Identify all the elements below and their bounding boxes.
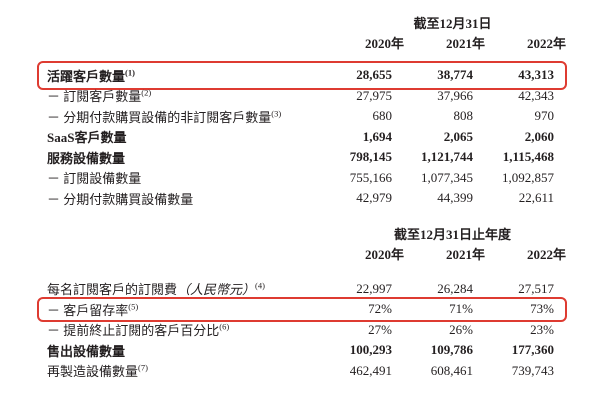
value-2020: 27% — [368, 321, 392, 337]
period-header-row: 截至12月31日止年度 — [47, 224, 554, 244]
subscription-sales-metrics-rows: 每名訂閱客戶的訂閱費（人民幣元）(4) 22,997 26,284 27,517… — [37, 279, 567, 382]
customer-device-metrics-rows: 活躍客戶數量(1) 28,655 38,774 43,313 － 訂閱客戶數量(… — [37, 61, 567, 209]
row-label: － 訂閱客戶數量(2) — [47, 86, 311, 105]
row-label-text: 每名訂閱客戶的訂閱費 — [47, 282, 178, 298]
year-column-2021: 2021年 — [445, 247, 485, 262]
value-2021: 44,399 — [437, 190, 473, 206]
value-2022: 970 — [534, 108, 555, 124]
footnote-superscript: (4) — [255, 280, 265, 291]
row-label: 活躍客戶數量(1) — [47, 66, 311, 85]
value-2021: 26,284 — [437, 280, 473, 296]
table-row: － 提前終止訂閱的客戶百分比(6) 27% 26% 23% — [47, 320, 554, 341]
table-row: 售出設備數量 100,293 109,786 177,360 — [47, 340, 554, 361]
table-row: SaaS客戶數量 1,694 2,065 2,060 — [47, 127, 554, 148]
value-2021: 808 — [453, 108, 474, 124]
row-label-text: － 訂閱客戶數量 — [47, 89, 142, 105]
row-label: 再製造設備數量(7) — [47, 361, 311, 380]
value-2020: 22,997 — [356, 280, 392, 296]
row-label: 售出設備數量 — [47, 341, 311, 360]
table-row: 每名訂閱客戶的訂閱費（人民幣元）(4) 22,997 26,284 27,517 — [47, 279, 554, 300]
footnote-superscript: (1) — [125, 67, 135, 78]
value-2020: 1,694 — [362, 128, 392, 144]
footnote-superscript: (5) — [128, 301, 139, 312]
value-2020: 755,166 — [349, 169, 392, 185]
value-2020: 680 — [372, 108, 393, 124]
value-2022: 177,360 — [511, 342, 554, 358]
value-2022: 27,517 — [518, 280, 554, 296]
value-2022: 43,313 — [518, 67, 554, 83]
row-label-text: 再製造設備數量 — [47, 364, 139, 380]
row-label: － 訂閱設備數量 — [47, 168, 311, 187]
value-2020: 798,145 — [349, 149, 392, 165]
table-row: － 分期付款購買設備的非訂閱客戶數量(3) 680 808 970 — [47, 106, 554, 127]
footnote-superscript: (7) — [138, 362, 148, 373]
table-row: － 訂閱客戶數量(2) 27,975 37,966 42,343 — [47, 86, 554, 107]
section-as-of-dec31: 截至12月31日 2020年 2021年 2022年 活躍客戶數量(1) 28,… — [37, 12, 567, 209]
value-2021: 2,065 — [443, 128, 473, 144]
row-label: SaaS客戶數量 — [47, 127, 311, 146]
value-2020: 28,655 — [356, 67, 392, 83]
value-2021: 26% — [449, 321, 473, 337]
row-label-text: － 客戶留存率 — [47, 302, 129, 318]
value-2022: 1,115,468 — [502, 149, 554, 165]
footnote-superscript: (6) — [219, 321, 230, 332]
row-label-text: － 分期付款購買設備數量 — [47, 191, 194, 207]
row-label-text: 活躍客戶數量 — [47, 68, 126, 84]
period-header: 截至12月31日 — [413, 15, 492, 31]
value-2022: 22,611 — [518, 190, 554, 206]
row-label: － 分期付款購買設備數量 — [47, 189, 311, 208]
value-2021: 1,077,345 — [421, 169, 473, 185]
year-column-2021: 2021年 — [445, 35, 485, 51]
table-row: 服務設備數量 798,145 1,121,744 1,115,468 — [47, 147, 554, 168]
value-2021: 1,121,744 — [421, 149, 473, 165]
row-label: － 提前終止訂閱的客戶百分比(6) — [47, 320, 311, 339]
value-2021: 109,786 — [430, 342, 473, 358]
row-label-text: SaaS客戶數量 — [47, 130, 127, 146]
value-2022: 1,092,857 — [502, 169, 554, 185]
value-2020: 27,975 — [356, 87, 392, 103]
value-2022: 23% — [530, 321, 554, 337]
footnote-superscript: (3) — [271, 108, 282, 119]
row-label: 服務設備數量 — [47, 148, 311, 167]
footnote-superscript: (2) — [141, 87, 152, 98]
value-2020: 72% — [368, 301, 392, 317]
row-label: － 分期付款購買設備的非訂閱客戶數量(3) — [47, 107, 311, 126]
value-2022: 73% — [530, 301, 554, 317]
year-column-2022: 2022年 — [526, 247, 566, 262]
section-year-ended-dec31: 截至12月31日止年度 2020年 2021年 2022年 每名訂閱客戶的訂閱費… — [37, 224, 567, 382]
year-column-2020: 2020年 — [364, 35, 404, 51]
value-2021: 37,966 — [437, 87, 473, 103]
period-header: 截至12月31日止年度 — [393, 227, 511, 242]
years-header-row: 2020年 2021年 2022年 — [47, 244, 566, 264]
value-2021: 38,774 — [437, 67, 473, 83]
value-2020: 100,293 — [349, 342, 392, 358]
financial-metrics-document: 截至12月31日 2020年 2021年 2022年 活躍客戶數量(1) 28,… — [37, 12, 567, 382]
table-row: 再製造設備數量(7) 462,491 608,461 739,743 — [47, 361, 554, 382]
table-row: － 客戶留存率(5) 72% 71% 73% — [37, 297, 567, 322]
row-label-text: 服務設備數量 — [47, 150, 126, 166]
row-label-italic: （人民幣元） — [177, 282, 256, 298]
table-row: － 訂閱設備數量 755,166 1,077,345 1,092,857 — [47, 168, 554, 189]
value-2022: 42,343 — [518, 87, 554, 103]
value-2022: 2,060 — [524, 128, 554, 144]
year-column-2022: 2022年 — [526, 35, 566, 51]
year-column-2020: 2020年 — [364, 247, 404, 262]
table-row: － 分期付款購買設備數量 42,979 44,399 22,611 — [47, 188, 554, 209]
row-label: － 客戶留存率(5) — [47, 300, 311, 319]
table-row: 活躍客戶數量(1) 28,655 38,774 43,313 — [37, 61, 567, 90]
row-label-text: 售出設備數量 — [47, 343, 126, 359]
row-label-text: － 訂閱設備數量 — [47, 171, 142, 187]
period-header-row: 截至12月31日 — [47, 12, 554, 32]
value-2020: 462,491 — [349, 362, 392, 378]
value-2020: 42,979 — [356, 190, 392, 206]
value-2021: 608,461 — [430, 362, 473, 378]
years-header-row: 2020年 2021年 2022年 — [47, 32, 566, 52]
row-label-text: － 分期付款購買設備的非訂閱客戶數量 — [47, 109, 272, 125]
value-2021: 71% — [449, 301, 473, 317]
row-label-text: － 提前終止訂閱的客戶百分比 — [47, 323, 220, 339]
value-2022: 739,743 — [511, 362, 554, 378]
row-label: 每名訂閱客戶的訂閱費（人民幣元）(4) — [47, 279, 311, 298]
